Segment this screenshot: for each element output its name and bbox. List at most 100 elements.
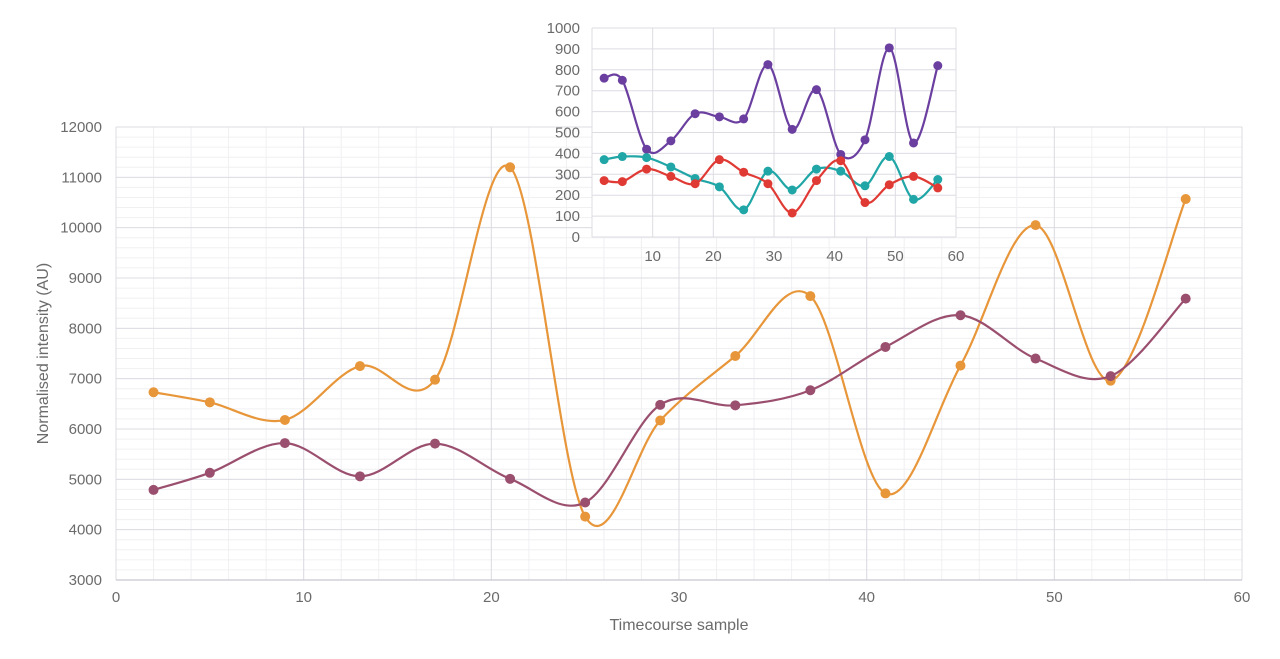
main-series-2 [148,293,1191,508]
inset-series-2-point [933,175,943,185]
inset-y-tick-label: 900 [555,41,580,58]
main-series-1-point [204,397,215,408]
inset-series-2-point [666,162,676,172]
inset-y-tick-label: 200 [555,187,580,204]
inset-series-2-point [599,155,609,165]
main-series-2-point [805,385,816,396]
inset-y-tick-label: 800 [555,62,580,79]
inset-series-1-point [884,43,894,53]
inset-y-tick-label: 500 [555,125,580,142]
inset-series-1-point [763,60,773,70]
inset-series-1-point [909,138,919,148]
main-y-tick-label: 10000 [60,220,102,237]
inset-series-1-point [599,73,609,83]
inset-y-tick-label: 600 [555,104,580,121]
inset-series-2-point [884,152,894,162]
inset-series-1-point [666,136,676,146]
inset-series-1-point [933,61,943,71]
inset-y-tick-label: 0 [572,229,580,246]
main-series-1-point [955,360,966,371]
main-series-1-point [1030,220,1041,231]
main-series-2-point [880,341,891,352]
main-x-tick-label: 30 [671,589,688,606]
inset-series-3-point [666,171,676,181]
inset-gridlines [591,27,957,238]
main-x-tick-label: 40 [858,589,875,606]
main-series-1-point [279,414,290,425]
inset-series-2-point [811,164,821,174]
inset-series-3-point [909,171,919,181]
inset-series-3-point [933,183,943,193]
main-x-tick-label: 20 [483,589,500,606]
inset-chart: 0 100 200 300 400 500 600 700 800 900 1000 10 20 30 40… [547,20,965,265]
main-y-tick-label: 3000 [69,572,102,589]
inset-series-3 [599,155,943,218]
inset-series-3-point [739,167,749,177]
main-series-2-point [354,471,365,482]
inset-series-2-point [642,153,652,163]
main-x-tick-label: 50 [1046,589,1063,606]
inset-series-1-point [739,114,749,124]
inset-series-3-point [763,179,773,189]
main-x-tick-label: 10 [295,589,312,606]
inset-series-1-point [690,109,700,119]
main-series-1-point [148,387,159,398]
inset-series-1-point [714,112,724,122]
inset-series-2-point [617,152,627,162]
inset-series-2 [599,152,943,215]
inset-series-3-point [860,198,870,208]
main-series-1-point [655,415,666,426]
inset-series-1 [599,43,943,160]
main-series-1-point [1180,193,1191,204]
main-gridlines [115,126,1243,581]
inset-series-3-point [617,177,627,187]
main-series-1-point [805,291,816,302]
inset-x-tick-label: 30 [766,248,783,265]
y-axis-title: Normalised intensity (AU) [35,263,52,444]
inset-series-2-point [714,182,724,192]
inset-x-tick-label: 50 [887,248,904,265]
inset-series-1-point [860,135,870,145]
main-y-tick-label: 8000 [69,320,102,337]
inset-y-tick-label: 400 [555,145,580,162]
main-chart: 3000400050006000700080009000100001100012… [35,119,1250,634]
main-series-2-point [1105,371,1116,382]
inset-y-tick-label: 100 [555,208,580,225]
main-series-2-point [655,399,666,410]
main-series-2-point [505,473,516,484]
main-y-tick-label: 4000 [69,522,102,539]
main-y-tick-label: 7000 [69,371,102,388]
main-y-tick-label: 9000 [69,270,102,287]
inset-series-2-point [909,194,919,204]
main-series-1-line [152,164,1187,527]
inset-x-tick-label: 10 [644,248,661,265]
main-x-tick-label: 60 [1234,589,1251,606]
main-series-2-point [430,438,441,449]
inset-y-tick-label: 300 [555,166,580,183]
inset-x-tick-label: 20 [705,248,722,265]
inset-series-2-point [787,185,797,195]
x-axis-title: Timecourse sample [609,617,748,634]
inset-series-2-point [836,166,846,176]
main-y-tick-label: 6000 [69,421,102,438]
main-series-1-point [580,511,591,522]
inset-series-1-point [836,149,846,159]
main-series-1-point [354,361,365,372]
inset-series-2-point [860,181,870,191]
main-y-tick-label: 12000 [60,119,102,136]
inset-series-3-point [690,179,700,189]
main-series-2-point [204,467,215,478]
main-series-2-point [279,438,290,449]
inset-series-3-point [884,180,894,190]
main-series-2-line [152,297,1187,507]
main-series-2-point [1180,293,1191,304]
inset-series-3-point [599,176,609,186]
main-x-tick-label: 0 [112,589,120,606]
inset-y-tick-label: 700 [555,83,580,100]
main-series-2-point [730,400,741,411]
main-series-2-point [580,497,591,508]
main-y-tick-label: 5000 [69,471,102,488]
inset-series-2-point [739,205,749,215]
